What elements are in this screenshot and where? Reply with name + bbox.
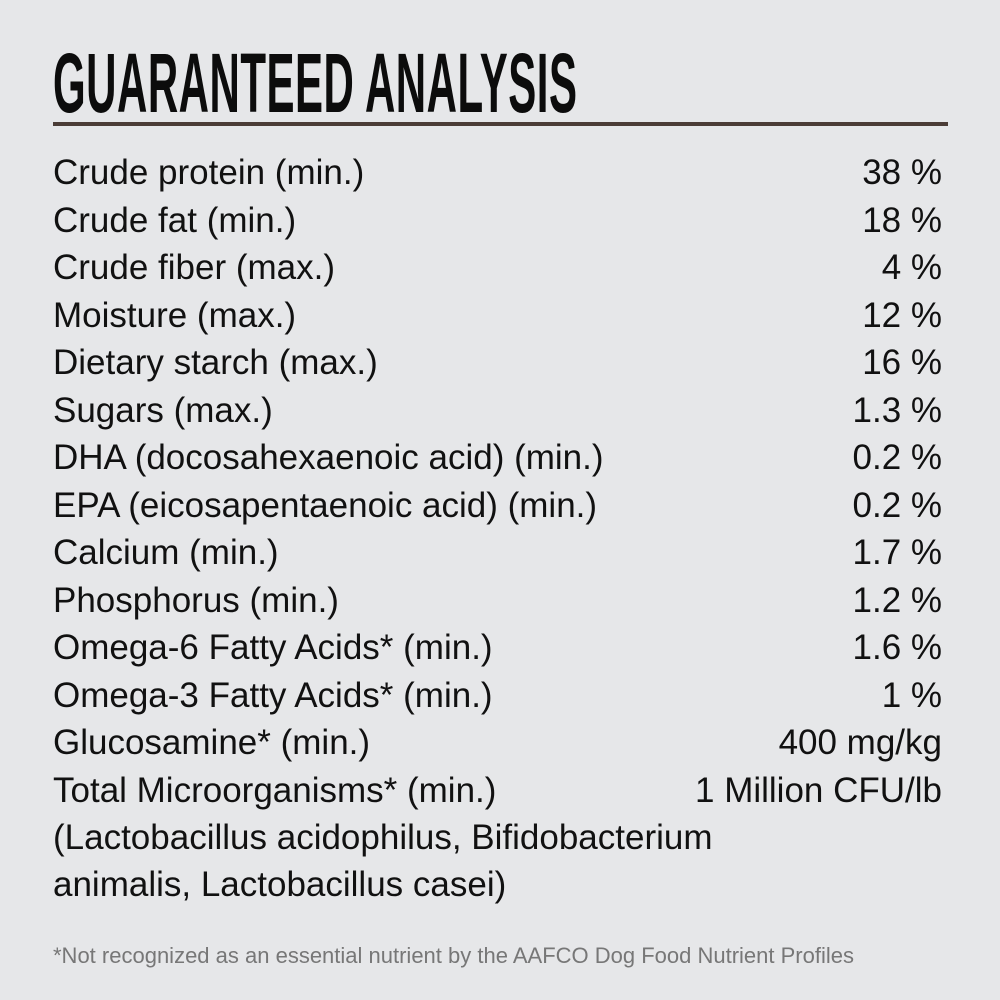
nutrient-label: Dietary starch (max.) — [53, 343, 378, 382]
page-title: GUARANTEED ANALYSIS — [53, 36, 578, 130]
nutrient-label: Omega-6 Fatty Acids* (min.) — [53, 628, 493, 667]
nutrient-value: 18 % — [862, 200, 942, 240]
nutrient-value: 16 % — [862, 343, 942, 382]
nutrient-label: Glucosamine* (min.) — [53, 723, 371, 762]
nutrient-value: 1.6 % — [852, 628, 943, 667]
analysis-table: Crude protein (min.) 38 % Crude fat (min.)… — [53, 149, 942, 908]
nutrient-label: Moisture (max.) — [53, 295, 297, 335]
nutrient-value: 1 Million CFU/lb — [695, 770, 942, 810]
microorganisms-note: animalis, Lactobacillus casei) — [53, 865, 507, 904]
nutrient-value: 1.2 % — [852, 580, 943, 620]
nutrient-value: 1.3 % — [852, 390, 943, 430]
nutrient-label: Omega-3 Fatty Acids* (min.) — [53, 675, 493, 715]
table-row: EPA (eicosapentaenoic acid) (min.) 0.2 % — [53, 482, 942, 530]
nutrient-value: 400 mg/kg — [778, 723, 942, 762]
table-row: Dietary starch (max.) 16 % — [53, 339, 942, 387]
nutrient-value: 12 % — [862, 295, 942, 335]
table-row: Omega-3 Fatty Acids* (min.) 1 % — [53, 672, 942, 720]
table-row: Total Microorganisms* (min.) 1 Million CF… — [53, 767, 942, 815]
nutrient-label: Total Microorganisms* (min.) — [53, 770, 497, 810]
nutrient-label: DHA (docosahexaenoic acid) (min.) — [53, 438, 604, 477]
table-row: Crude protein (min.) 38 % — [53, 149, 942, 197]
nutrient-label: Calcium (min.) — [53, 533, 279, 572]
microorganisms-note: (Lactobacillus acidophilus, Bifidobacter… — [53, 818, 713, 857]
nutrient-value: 4 % — [881, 248, 942, 287]
table-row: Crude fiber (max.) 4 % — [53, 244, 942, 292]
nutrient-value: 38 % — [862, 153, 942, 192]
nutrient-label: Phosphorus (min.) — [53, 580, 339, 620]
nutrient-value: 1.7 % — [852, 533, 943, 572]
table-row: Glucosamine* (min.) 400 mg/kg — [53, 719, 942, 767]
nutrient-value: 0.2 % — [852, 485, 943, 525]
title-divider — [53, 122, 948, 126]
table-row: DHA (docosahexaenoic acid) (min.) 0.2 % — [53, 434, 942, 482]
nutrient-value: 1 % — [881, 675, 942, 715]
nutrient-label: Crude protein (min.) — [53, 153, 365, 192]
table-row: Crude fat (min.) 18 % — [53, 197, 942, 245]
nutrient-label: Sugars (max.) — [53, 390, 273, 430]
table-row: Omega-6 Fatty Acids* (min.) 1.6 % — [53, 624, 942, 672]
table-row: Sugars (max.) 1.3 % — [53, 387, 942, 435]
footnote: *Not recognized as an essential nutrient… — [53, 943, 854, 968]
nutrient-label: Crude fiber (max.) — [53, 248, 336, 287]
nutrient-value: 0.2 % — [852, 438, 943, 477]
nutrient-label: Crude fat (min.) — [53, 200, 297, 240]
table-row: Calcium (min.) 1.7 % — [53, 529, 942, 577]
table-row: Phosphorus (min.) 1.2 % — [53, 577, 942, 625]
table-row: Moisture (max.) 12 % — [53, 292, 942, 340]
nutrient-label: EPA (eicosapentaenoic acid) (min.) — [53, 485, 598, 525]
